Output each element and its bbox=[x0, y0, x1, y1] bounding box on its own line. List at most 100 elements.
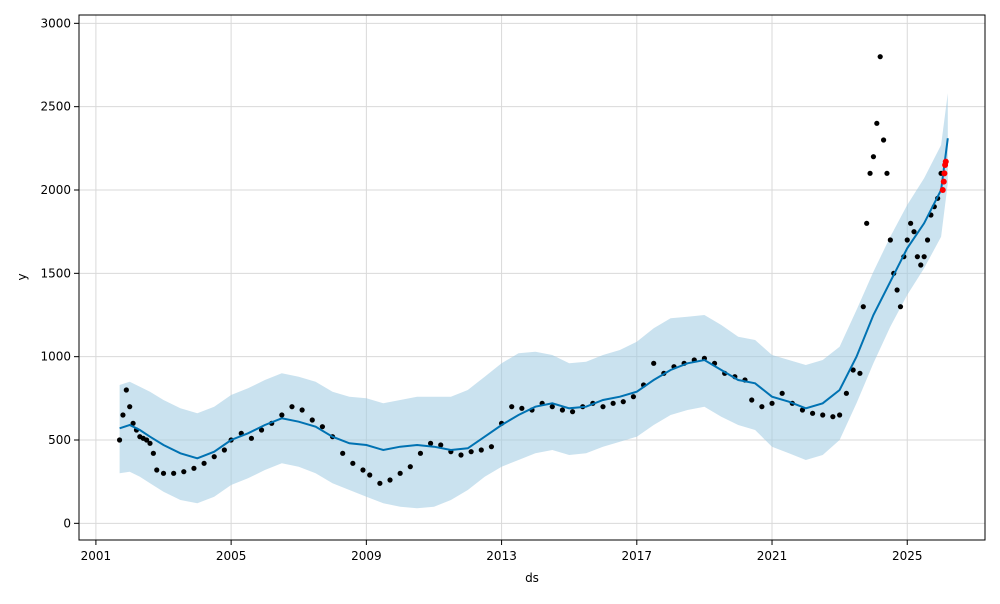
observed-point bbox=[877, 54, 883, 60]
observed-point bbox=[350, 460, 356, 466]
y-tick-label: 1500 bbox=[40, 266, 71, 280]
observed-point bbox=[191, 465, 197, 471]
observed-point bbox=[468, 449, 474, 455]
observed-point bbox=[377, 480, 383, 486]
y-tick-label: 2500 bbox=[40, 100, 71, 114]
observed-point bbox=[779, 390, 785, 396]
y-tick-label: 3000 bbox=[40, 16, 71, 30]
observed-point bbox=[911, 229, 917, 235]
observed-point bbox=[918, 262, 924, 268]
observed-point bbox=[809, 410, 816, 416]
observed-point bbox=[279, 412, 285, 418]
observed-point bbox=[884, 170, 890, 176]
observed-point bbox=[749, 397, 755, 403]
observed-point bbox=[559, 407, 566, 413]
observed-point bbox=[620, 399, 626, 405]
observed-point bbox=[248, 435, 255, 441]
x-axis-label: ds bbox=[525, 571, 539, 585]
observed-point bbox=[160, 470, 167, 476]
observed-point bbox=[181, 469, 187, 475]
observed-point bbox=[147, 440, 153, 446]
observed-point bbox=[630, 394, 637, 400]
observed-point bbox=[154, 467, 160, 473]
observed-point bbox=[600, 404, 606, 410]
y-tick-label: 1000 bbox=[40, 350, 71, 364]
observed-point bbox=[651, 360, 657, 366]
observed-point bbox=[488, 444, 495, 450]
plot-frame bbox=[78, 14, 986, 541]
x-tick-label: 2005 bbox=[216, 549, 247, 563]
observed-point bbox=[769, 400, 775, 406]
observed-point bbox=[509, 404, 515, 410]
recent-point bbox=[939, 187, 946, 193]
observed-point bbox=[864, 220, 870, 226]
observed-point bbox=[130, 420, 136, 426]
observed-point bbox=[123, 387, 129, 393]
observed-point bbox=[299, 407, 305, 413]
observed-point bbox=[820, 412, 826, 418]
observed-point bbox=[830, 414, 836, 420]
observed-point bbox=[258, 427, 265, 433]
observed-point bbox=[870, 154, 877, 160]
x-tick-label: 2009 bbox=[351, 549, 382, 563]
observed-point bbox=[799, 407, 806, 413]
observed-point bbox=[127, 404, 133, 410]
observed-point bbox=[144, 437, 150, 443]
observed-point bbox=[914, 254, 920, 260]
x-tick-label: 2001 bbox=[81, 549, 112, 563]
x-axis: 2001 2005 2009 2013 2017 2021 2025 bbox=[81, 540, 923, 563]
y-tick-label: 500 bbox=[48, 433, 71, 447]
observed-point bbox=[116, 437, 123, 443]
observed-point bbox=[171, 470, 177, 476]
recent-points-layer bbox=[939, 158, 949, 193]
observed-point bbox=[360, 467, 366, 473]
observed-point bbox=[427, 440, 434, 446]
observed-point bbox=[610, 400, 616, 406]
observed-point bbox=[340, 450, 346, 456]
observed-point bbox=[894, 287, 900, 293]
observed-point bbox=[880, 137, 887, 143]
observed-point bbox=[897, 304, 904, 310]
observed-point bbox=[211, 454, 217, 460]
observed-point bbox=[201, 460, 207, 466]
observed-point bbox=[843, 390, 849, 396]
y-tick-label: 2000 bbox=[40, 183, 71, 197]
interval-band-layer bbox=[119, 93, 948, 509]
observed-point bbox=[387, 477, 393, 483]
observed-point bbox=[921, 254, 927, 260]
observed-point bbox=[860, 304, 866, 310]
observed-point bbox=[908, 220, 914, 226]
forecast-line bbox=[119, 138, 949, 460]
observed-point bbox=[407, 464, 413, 470]
observed-point bbox=[221, 447, 227, 453]
observed-point bbox=[867, 170, 873, 176]
uncertainty-band bbox=[119, 93, 948, 509]
observed-point bbox=[850, 367, 856, 373]
observed-point bbox=[319, 424, 326, 430]
x-tick-label: 2021 bbox=[757, 549, 788, 563]
observed-point bbox=[289, 404, 295, 410]
observed-point bbox=[519, 405, 525, 411]
x-tick-label: 2017 bbox=[622, 549, 653, 563]
forecast-line-layer bbox=[119, 138, 949, 460]
observed-point bbox=[904, 237, 910, 243]
y-tick-label: 0 bbox=[63, 516, 71, 530]
observed-point bbox=[924, 237, 931, 243]
observed-point bbox=[458, 452, 464, 458]
observed-point bbox=[309, 417, 315, 423]
recent-point bbox=[942, 158, 949, 165]
y-axis-label: y bbox=[15, 273, 29, 280]
recent-point bbox=[941, 170, 948, 177]
observed-point bbox=[438, 442, 444, 448]
observed-point bbox=[837, 412, 843, 418]
recent-point bbox=[940, 178, 947, 185]
x-tick-label: 2013 bbox=[486, 549, 517, 563]
y-axis: 0 500 1000 1500 2000 2500 3000 bbox=[40, 16, 79, 530]
observed-point bbox=[397, 470, 403, 476]
x-tick-label: 2025 bbox=[892, 549, 923, 563]
observed-point bbox=[417, 450, 424, 456]
observed-point bbox=[569, 409, 576, 415]
observed-point bbox=[759, 404, 765, 410]
